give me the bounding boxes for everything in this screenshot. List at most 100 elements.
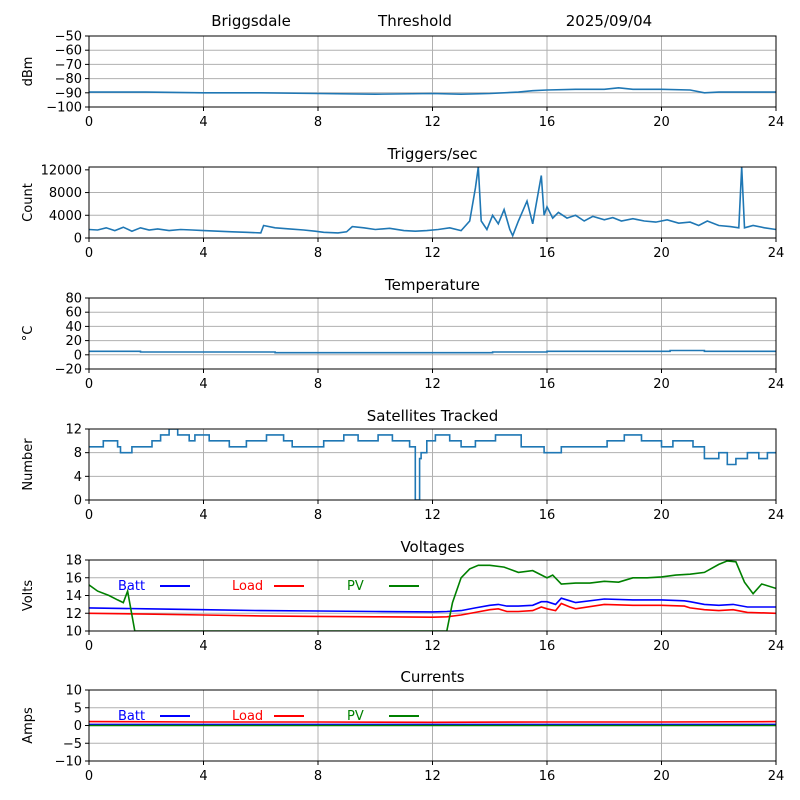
series-line-data [89,86,776,96]
panel-currents: 0 4 8 12 16 20 24 −10 −5 0 5 10 Currents Amps Batt Load… [21,668,784,784]
y-tick-label: 40 [65,320,82,335]
x-tick-label: 12 [424,769,441,784]
x-tick-label: 20 [653,115,670,130]
legend-label: PV [347,579,364,594]
panel-signal: 0 4 8 12 16 20 24 −100−90−80−70−60−50 dBm [21,30,784,131]
x-tick-label: 12 [424,508,441,523]
x-tick-label: 16 [539,246,556,261]
panel-title: Voltages [400,538,464,556]
series-line-data [89,429,776,500]
y-tick-label: 0 [74,719,82,734]
y-tick-label: 60 [65,306,82,321]
y-tick-label: 18 [65,554,82,569]
panel-title: Temperature [384,276,480,294]
x-tick-label: 12 [424,377,441,392]
x-tick-label: 16 [539,377,556,392]
x-tick-label: 8 [314,769,322,784]
legend-label: Load [232,709,263,724]
x-tick-label: 24 [768,246,785,261]
y-tick-label: −70 [55,58,82,73]
y-tick-label: 8000 [49,186,82,201]
y-tick-label: 8 [74,446,82,461]
legend-label: Batt [118,709,145,724]
y-tick-label: −100 [46,101,82,116]
x-tick-label: 12 [424,246,441,261]
y-axis-label: Amps [21,707,36,744]
x-tick-label: 16 [539,769,556,784]
x-tick-label: 8 [314,377,322,392]
y-axis-label: °C [21,326,36,342]
legend-label: PV [347,709,364,724]
y-tick-label: 10 [65,684,82,699]
y-axis-label: Volts [21,580,36,612]
y-tick-label: 12000 [41,163,82,178]
x-tick-label: 4 [199,377,207,392]
x-tick-label: 4 [199,639,207,654]
x-tick-label: 16 [539,115,556,130]
y-tick-label: −90 [55,86,82,101]
y-axis-label: dBm [21,57,36,87]
y-tick-label: −50 [55,30,82,45]
y-tick-label: 20 [65,334,82,349]
series-line-load [89,720,776,724]
y-tick-label: 0 [74,232,82,247]
y-tick-label: −10 [55,755,82,770]
y-tick-label: 12 [65,423,82,438]
x-tick-label: 8 [314,639,322,654]
x-tick-label: 0 [85,246,93,261]
panel-title: Triggers/sec [387,145,478,163]
x-tick-label: 0 [85,508,93,523]
legend-label: Batt [118,579,145,594]
x-tick-label: 20 [653,639,670,654]
y-tick-label: −60 [55,44,82,59]
x-tick-label: 8 [314,115,322,130]
y-axis-label: Number [21,438,36,491]
panel-satellites: 0 4 8 12 16 20 24 0 4 8 12 Satellites Tracked Number [21,407,784,523]
y-tick-label: 0 [74,494,82,509]
series-line-load [89,602,776,619]
x-tick-label: 20 [653,377,670,392]
y-tick-label: 10 [65,625,82,640]
x-tick-label: 4 [199,508,207,523]
y-tick-label: 80 [65,292,82,307]
x-tick-label: 16 [539,508,556,523]
y-tick-label: 4 [74,470,82,485]
y-tick-label: −80 [55,72,82,87]
x-tick-label: 24 [768,377,785,392]
header-station: Briggsdale [211,12,291,30]
header-mode: Threshold [377,12,452,30]
series-line-batt [89,597,776,613]
y-tick-label: −20 [55,363,82,378]
x-tick-label: 24 [768,769,785,784]
legend-label: Load [232,579,263,594]
y-tick-label: 0 [74,348,82,363]
y-tick-label: 4000 [49,209,82,224]
x-tick-label: 20 [653,508,670,523]
x-tick-label: 12 [424,639,441,654]
x-tick-label: 8 [314,508,322,523]
x-tick-label: 0 [85,769,93,784]
y-tick-label: −5 [63,737,82,752]
y-tick-label: 16 [65,571,82,586]
header-date: 2025/09/04 [566,12,652,30]
y-tick-label: 14 [65,589,82,604]
y-tick-label: 12 [65,607,82,622]
panel-voltages: 0 4 8 12 16 20 24 10 12 14 16 18 Voltages Volts Batt Lo… [21,538,784,654]
x-tick-label: 20 [653,769,670,784]
x-tick-label: 0 [85,115,93,130]
series-line-data [89,349,776,354]
x-tick-label: 0 [85,639,93,654]
x-tick-label: 4 [199,769,207,784]
panel-title: Satellites Tracked [367,407,498,425]
x-tick-label: 4 [199,246,207,261]
panel-title: Currents [400,668,464,686]
x-tick-label: 12 [424,115,441,130]
x-tick-label: 8 [314,246,322,261]
series-line-pv [89,560,776,631]
x-tick-label: 24 [768,508,785,523]
x-tick-label: 4 [199,115,207,130]
x-tick-label: 24 [768,639,785,654]
panel-triggers: 0 4 8 12 16 20 24 0 4000 8000 12000 Triggers/sec Cou… [21,145,784,261]
